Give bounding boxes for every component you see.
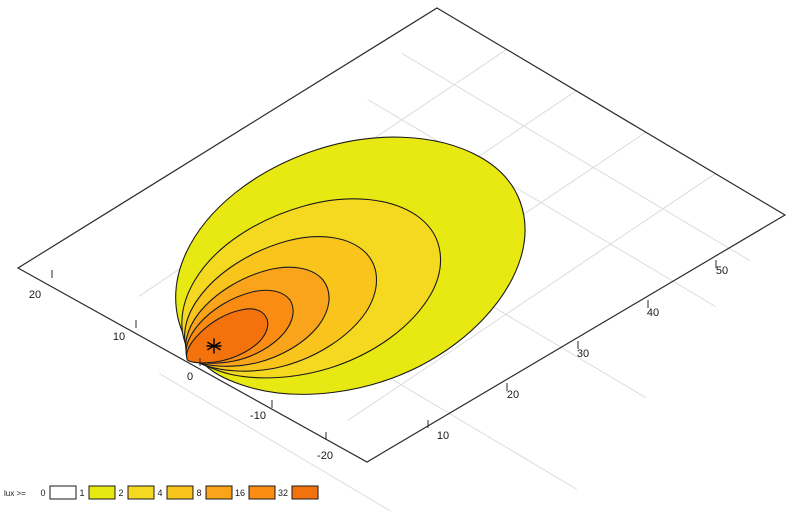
axis-left-tick-4: -20: [317, 450, 333, 462]
legend-label-32: 32: [278, 488, 288, 498]
axis-left-tick-2: 0: [187, 371, 193, 383]
legend-swatch-1[interactable]: [88, 485, 116, 500]
legend: lux >= 0 1 2 4 8 16 32: [4, 485, 319, 500]
axis-left-tick-0: 20: [29, 289, 41, 301]
axis-right-tick-4: 50: [716, 265, 728, 277]
legend-swatch-0[interactable]: [49, 485, 77, 500]
axis-left-tick-3: -10: [250, 410, 266, 422]
legend-title: lux >=: [4, 489, 26, 498]
legend-label-16: 16: [235, 488, 245, 498]
legend-label-0: 0: [40, 488, 45, 498]
axis-right-ticks: [427, 260, 717, 428]
legend-swatch-32[interactable]: [291, 485, 319, 500]
contour-band-32: [186, 308, 269, 364]
axis-right-tick-0: 10: [437, 430, 449, 442]
axis-right-tick-1: 20: [507, 389, 519, 401]
legend-swatch-4[interactable]: [166, 485, 194, 500]
axis-right-tick-2: 30: [577, 348, 589, 360]
legend-label-8: 8: [196, 488, 201, 498]
legend-swatch-16[interactable]: [248, 485, 276, 500]
legend-swatch-2[interactable]: [127, 485, 155, 500]
legend-label-4: 4: [157, 488, 162, 498]
axis-right-tick-3: 40: [647, 307, 659, 319]
legend-label-1: 1: [79, 488, 84, 498]
axis-left-tick-1: 10: [113, 331, 125, 343]
legend-swatch-8[interactable]: [205, 485, 233, 500]
contour-bands: [175, 136, 526, 395]
axis-left-ticks: [51, 270, 327, 440]
source-marker-asterisk: [206, 338, 222, 354]
plot-frame: [16, 7, 787, 463]
legend-label-2: 2: [118, 488, 123, 498]
